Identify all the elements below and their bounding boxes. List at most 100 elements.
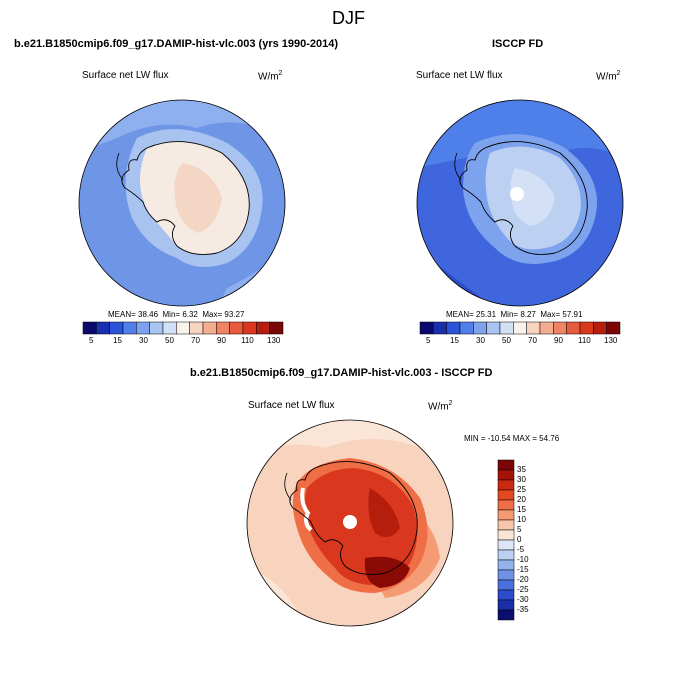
colorbar-swatch <box>109 321 124 335</box>
panel2-colorbar <box>419 321 621 335</box>
panel3-title: b.e21.B1850cmip6.f09_g17.DAMIP-hist-vlc.… <box>190 367 493 379</box>
panel1-variable: Surface net LW flux <box>82 70 169 81</box>
colorbar-swatch <box>497 559 515 571</box>
colorbar-swatch <box>433 321 447 335</box>
colorbar-swatch <box>149 321 164 335</box>
colorbar-tick-label: 50 <box>502 336 511 345</box>
colorbar-swatch <box>579 321 594 335</box>
colorbar-swatch <box>497 509 515 521</box>
panel3-pole-hole <box>343 515 357 529</box>
colorbar-swatch <box>497 549 515 561</box>
colorbar-swatch <box>497 469 515 481</box>
panel3-peninsula <box>284 472 292 501</box>
colorbar-swatch <box>497 459 515 471</box>
panel3-polar-map <box>246 419 454 627</box>
colorbar-swatch <box>566 321 581 335</box>
colorbar-tick-label: 0 <box>517 535 522 544</box>
colorbar-swatch <box>176 321 190 335</box>
panel2-peninsula <box>454 152 462 181</box>
panel1-ice-interior <box>174 163 222 233</box>
colorbar-tick-label: 5 <box>517 525 522 534</box>
colorbar-swatch <box>136 321 150 335</box>
colorbar-swatch <box>446 321 461 335</box>
colorbar-swatch <box>497 499 515 511</box>
colorbar-swatch <box>256 321 270 335</box>
colorbar-swatch <box>162 321 177 335</box>
panel1-peninsula <box>116 152 124 181</box>
colorbar-tick-label: 30 <box>476 336 485 345</box>
colorbar-tick-label: 15 <box>517 505 526 514</box>
colorbar-tick-label: 5 <box>89 336 94 345</box>
colorbar-swatch <box>539 321 554 335</box>
colorbar-tick-label: 20 <box>517 495 526 504</box>
colorbar-swatch <box>526 321 541 335</box>
colorbar-swatch <box>497 589 515 601</box>
colorbar-swatch <box>229 321 244 335</box>
colorbar-swatch <box>497 539 515 551</box>
panel1-polar-map <box>78 99 286 307</box>
panel3-colorbar-labels: 35 30 25 20 15 10 5 0 -5 -10 -15 -20 -25 -30 -35 <box>517 460 547 620</box>
panel3-ice-sheet <box>305 468 418 585</box>
panel2-coastline <box>459 141 588 255</box>
panel2-colorbar-labels: 5 15 30 50 70 90 110 130 <box>420 336 620 348</box>
colorbar-tick-label: -20 <box>517 575 529 584</box>
colorbar-tick-label: 90 <box>554 336 563 345</box>
colorbar-tick-label: 35 <box>517 465 526 474</box>
panel1-coastline <box>121 141 250 255</box>
colorbar-swatch <box>497 519 515 531</box>
colorbar-tick-label: -10 <box>517 555 529 564</box>
colorbar-swatch <box>499 321 514 335</box>
colorbar-tick-label: -35 <box>517 605 529 614</box>
panel1-units: W/m2 <box>258 70 283 83</box>
colorbar-tick-label: 50 <box>165 336 174 345</box>
panel3-stats: MIN = -10.54 MAX = 54.76 <box>464 434 560 443</box>
colorbar-tick-label: 70 <box>191 336 200 345</box>
colorbar-swatch <box>96 321 110 335</box>
colorbar-swatch <box>513 321 527 335</box>
panel2-map-border <box>416 99 624 307</box>
colorbar-tick-label: 130 <box>267 336 281 345</box>
panel2-units: W/m2 <box>596 70 621 83</box>
colorbar-tick-label: 70 <box>528 336 537 345</box>
colorbar-swatch <box>553 321 567 335</box>
colorbar-swatch <box>419 321 434 335</box>
colorbar-tick-label: -5 <box>517 545 525 554</box>
colorbar-tick-label: 30 <box>139 336 148 345</box>
colorbar-swatch <box>497 489 515 501</box>
colorbar-tick-label: -30 <box>517 595 529 604</box>
panel1-stats: MEAN= 38.46 Min= 6.32 Max= 93.27 <box>108 310 245 319</box>
colorbar-tick-label: 110 <box>241 336 254 345</box>
panel2-ocean-north <box>417 100 623 168</box>
colorbar-swatch <box>459 321 474 335</box>
colorbar-tick-label: 110 <box>578 336 591 345</box>
colorbar-swatch <box>497 579 515 591</box>
panel1-title: b.e21.B1850cmip6.f09_g17.DAMIP-hist-vlc.… <box>14 38 339 50</box>
colorbar-tick-label: -15 <box>517 565 529 574</box>
panel2-polar-map <box>416 99 624 307</box>
colorbar-swatch <box>122 321 137 335</box>
colorbar-swatch <box>497 609 515 621</box>
panel3-variable: Surface net LW flux <box>248 400 335 411</box>
colorbar-swatch <box>216 321 230 335</box>
colorbar-swatch <box>486 321 501 335</box>
panel2-variable: Surface net LW flux <box>416 70 503 81</box>
figure-title: DJF <box>332 8 365 28</box>
colorbar-tick-label: 10 <box>517 515 526 524</box>
panel1-map-border <box>78 99 286 307</box>
colorbar-swatch <box>202 321 217 335</box>
colorbar-swatch <box>497 599 515 611</box>
panel3-peninsula-pale <box>300 487 313 532</box>
panel1-colorbar <box>82 321 284 335</box>
panel2-stats: MEAN= 25.31 Min= 8.27 Max= 57.91 <box>446 310 583 319</box>
panel2-pole-hole <box>510 187 524 201</box>
colorbar-swatch <box>606 321 621 335</box>
panel3-map-border <box>246 419 454 627</box>
colorbar-swatch <box>497 479 515 491</box>
colorbar-tick-label: 15 <box>113 336 122 345</box>
colorbar-swatch <box>189 321 204 335</box>
colorbar-tick-label: 90 <box>217 336 226 345</box>
panel2-title: ISCCP FD <box>492 38 544 50</box>
panel3-units: W/m2 <box>428 400 453 413</box>
colorbar-tick-label: 30 <box>517 475 526 484</box>
panel2-ice-interior <box>510 168 555 226</box>
